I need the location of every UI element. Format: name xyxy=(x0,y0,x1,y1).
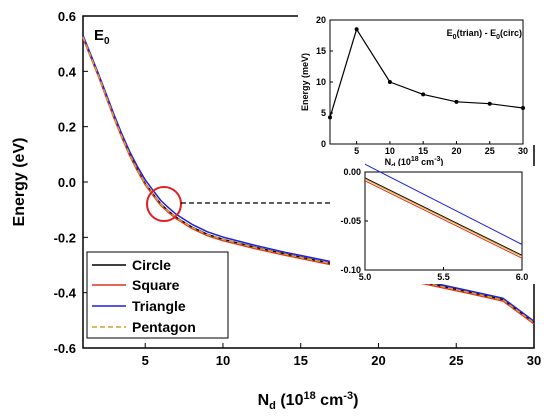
inset-top-data-point-6 xyxy=(521,106,525,111)
main-x-ticks: 5 10 15 20 25 30 xyxy=(142,343,541,368)
legend-item-triangle: Triangle xyxy=(92,298,186,314)
inset-zoom-series-line-pentagon xyxy=(364,178,523,257)
main-y-tick-label: -0.4 xyxy=(54,286,77,301)
inset-top-x-tick-label: 25 xyxy=(485,146,495,156)
x-axis-title-sup2: -3 xyxy=(343,390,353,402)
inset-zoom-chart: 5.0 5.5 6.0 0.00 -0.05 -0.10 xyxy=(330,163,535,284)
inset-top-y-title: Energy (meV) xyxy=(300,53,310,111)
inset-top-title-mid: (trian) - E xyxy=(457,28,497,38)
inset-top-title: E0(trian) - E0(circ) xyxy=(447,28,522,41)
inset-top-y-tick-label: 5 xyxy=(321,108,326,118)
inset-top-x-title-end: ) xyxy=(440,157,443,167)
legend-label-square: Square xyxy=(132,277,180,293)
zoom-marker-circle xyxy=(146,186,182,222)
panel-label: E0 xyxy=(94,27,110,47)
inset-zoom-series-line-triangle xyxy=(364,163,523,245)
legend: Circle Square Triangle Pentagon xyxy=(86,251,229,339)
legend-label-pentagon: Pentagon xyxy=(132,319,196,335)
inset-zoom-bg xyxy=(330,166,535,284)
inset-top-x-tick-label: 10 xyxy=(385,146,395,156)
main-y-tick-label: 0.6 xyxy=(58,9,76,24)
inset-top-x-title-sup2: -3 xyxy=(434,156,440,163)
inset-top-y-tick-label: 0 xyxy=(321,139,326,149)
main-y-ticks: 0.6 0.4 0.2 0.0 -0.2 -0.4 -0.6 xyxy=(54,9,88,356)
inset-zoom-series-line-circle xyxy=(364,177,523,256)
x-axis-title-sup: 18 xyxy=(303,390,315,402)
main-plot: 5 10 15 20 25 30 0.6 0.4 0.2 0.0 -0.2 -0.4 -0.6 E 0 … xyxy=(11,9,541,412)
inset-zoom-series-group xyxy=(364,163,523,259)
inset-zoom-x-tick-label: 6.0 xyxy=(516,272,529,282)
inset-top-title-end: (circ) xyxy=(500,28,522,38)
panel-label-main: E xyxy=(94,27,104,44)
x-axis-title-unit: (10 xyxy=(276,392,304,409)
inset-top-x-tick-label: 5 xyxy=(354,146,359,156)
main-x-tick-label: 25 xyxy=(449,353,463,368)
inset-top-x-ticks: 5 10 15 20 25 30 xyxy=(354,141,528,156)
inset-top-x-title-unit: (10 xyxy=(395,157,411,167)
inset-top-data-point-4 xyxy=(454,99,459,104)
inset-top-x-title-sup: 18 xyxy=(411,156,419,163)
main-x-tick-label: 15 xyxy=(293,353,307,368)
x-axis-title-unit2: cm xyxy=(316,392,344,409)
main-x-tick-label: 30 xyxy=(527,353,541,368)
inset-top-y-tick-label: 20 xyxy=(316,15,326,25)
main-x-tick-label: 20 xyxy=(371,353,385,368)
x-axis-title-end: ) xyxy=(353,392,358,409)
inset-zoom-y-tick-label: -0.10 xyxy=(340,265,361,275)
inset-top-title-b-sub: 0 xyxy=(496,34,500,41)
main-y-tick-label: -0.6 xyxy=(54,341,76,356)
inset-top-data-point-3 xyxy=(421,92,426,97)
inset-top-y-tick-label: 15 xyxy=(316,46,326,56)
main-y-tick-label: 0.2 xyxy=(58,120,76,135)
inset-zoom-y-ticks: 0.00 -0.05 -0.10 xyxy=(340,167,368,275)
main-x-tick-label: 10 xyxy=(216,353,230,368)
inset-top-data-point-1 xyxy=(354,27,359,32)
inset-top-y-ticks: 0 5 10 15 20 xyxy=(316,15,333,149)
inset-top-title-a-sub: 0 xyxy=(453,34,457,41)
inset-top-series-group xyxy=(328,27,525,120)
x-axis-title-sub: d xyxy=(269,400,276,412)
inset-zoom-y-tick-label: 0.00 xyxy=(343,167,361,177)
legend-box xyxy=(86,251,229,339)
legend-item-circle: Circle xyxy=(92,257,171,273)
inset-top-bg xyxy=(298,12,536,145)
inset-zoom-series-line-square xyxy=(364,180,523,259)
x-axis-title-main: N xyxy=(258,392,270,409)
x-axis-title: Nd (1018 cm-3) xyxy=(258,390,359,412)
inset-top-title-a: E xyxy=(447,28,453,38)
legend-label-circle: Circle xyxy=(132,257,171,273)
inset-top-y-tick-label: 10 xyxy=(316,77,326,87)
inset-top-x-title-unit2: cm xyxy=(419,157,435,167)
legend-label-triangle: Triangle xyxy=(132,298,186,314)
panel-label-sub: 0 xyxy=(104,36,110,47)
main-x-tick-label: 5 xyxy=(142,353,149,368)
main-y-tick-label: 0.0 xyxy=(58,175,76,190)
inset-zoom-x-tick-label: 5.0 xyxy=(359,272,372,282)
inset-top-data-point-2 xyxy=(387,80,392,84)
inset-top-data-point-0 xyxy=(328,115,332,120)
inset-top-data-point-5 xyxy=(487,101,492,106)
inset-top-x-tick-label: 20 xyxy=(451,146,461,156)
inset-zoom-x-tick-label: 5.5 xyxy=(437,272,450,282)
inset-top-x-tick-label: 30 xyxy=(518,146,528,156)
legend-item-square: Square xyxy=(92,277,180,293)
inset-top-x-tick-label: 15 xyxy=(418,146,428,156)
main-y-tick-label: 0.4 xyxy=(58,64,77,79)
y-axis-title: Energy (eV) xyxy=(11,138,28,227)
inset-top-x-title-main: N xyxy=(385,157,392,167)
main-y-tick-label: -0.2 xyxy=(54,230,76,245)
inset-zoom-y-tick-label: -0.05 xyxy=(340,216,361,226)
legend-item-pentagon: Pentagon xyxy=(92,319,196,335)
